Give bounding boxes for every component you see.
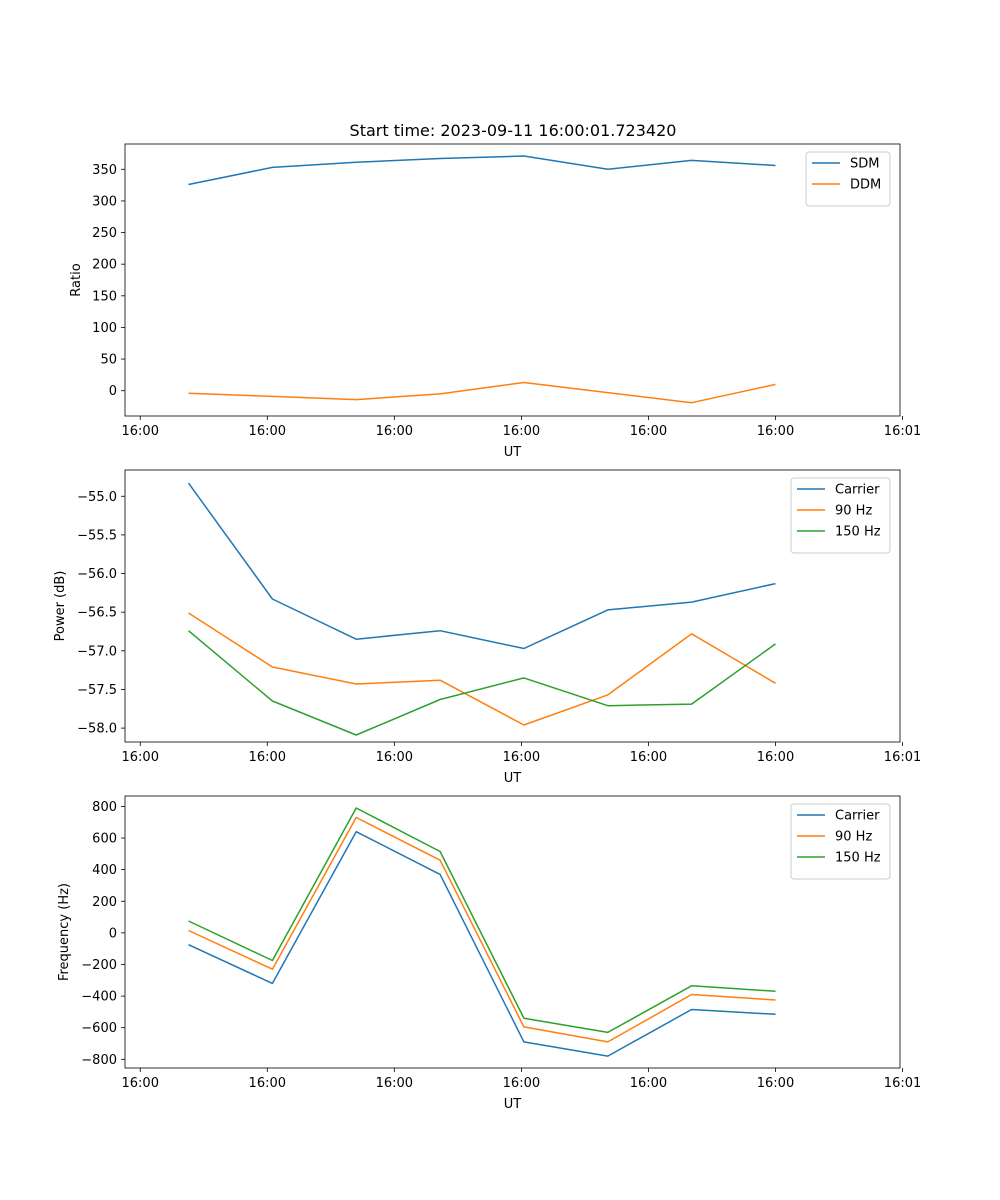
x-tick-label: 16:00 [757, 424, 794, 439]
y-tick-label: 600 [92, 832, 117, 847]
y-tick-label: −56.5 [77, 606, 117, 621]
x-axis-label: UT [504, 771, 522, 786]
x-tick-label: 16:00 [757, 1076, 794, 1091]
series-line-carrier [187, 482, 776, 650]
x-tick-label: 16:00 [376, 424, 413, 439]
x-tick-label: 16:01 [884, 1076, 921, 1091]
x-tick-label: 16:00 [249, 750, 286, 765]
y-tick-label: 800 [92, 800, 117, 815]
series-line-sdm [188, 155, 776, 186]
legend-label: 90 Hz [835, 504, 872, 519]
legend-box [790, 803, 891, 880]
y-tick-label: −600 [81, 1021, 117, 1036]
x-tick-label: 16:00 [376, 750, 413, 765]
x-tick-label: 16:00 [376, 1076, 413, 1091]
subplot-3: 16:00 16:00 16:00 16:00 16:00 16:00 16:01 UT −80… [57, 795, 921, 1112]
x-tick-label: 16:00 [757, 750, 794, 765]
y-tick-label: 0 [109, 384, 117, 399]
x-tick-label: 16:00 [503, 1076, 540, 1091]
y-axis-label: Frequency (Hz) [57, 883, 72, 981]
x-tick-label: 16:00 [122, 424, 159, 439]
y-tick-label: 200 [92, 258, 117, 273]
legend-label: 150 Hz [835, 525, 881, 540]
y-tick-label: 250 [92, 226, 117, 241]
legend-label: DDM [850, 178, 881, 193]
legend-label: SDM [850, 157, 879, 172]
series-line-ddm [188, 381, 776, 404]
x-tick-label: 16:00 [630, 424, 667, 439]
subplot-1: 16:00 16:00 16:00 16:00 16:00 16:00 16:01 UT 0 50… [69, 143, 921, 460]
legend-label: 90 Hz [835, 830, 872, 845]
x-tick-label: 16:00 [122, 750, 159, 765]
y-tick-label: −56.0 [77, 567, 117, 582]
y-tick-label: 350 [92, 163, 117, 178]
legend-label: Carrier [835, 483, 880, 498]
plot-frame [124, 795, 901, 1069]
x-axis-label: UT [504, 1097, 522, 1112]
y-axis-label: Ratio [69, 263, 84, 296]
y-tick-label: 50 [100, 353, 117, 368]
x-tick-label: 16:00 [249, 424, 286, 439]
y-tick-label: 300 [92, 194, 117, 209]
y-tick-label: 400 [92, 863, 117, 878]
y-tick-label: −55.5 [77, 528, 117, 543]
figure-title: Start time: 2023-09-11 16:00:01.723420 [350, 121, 677, 140]
legend-box [805, 151, 891, 207]
y-tick-label: −58.0 [77, 722, 117, 737]
series-line-150-hz [188, 807, 776, 1034]
y-tick-label: −57.0 [77, 644, 117, 659]
series-line-90-hz [188, 816, 776, 1043]
series-line-carrier [188, 830, 776, 1057]
plots: 16:00 16:00 16:00 16:00 16:00 16:00 16:01 UT 0 50… [53, 143, 921, 1112]
legend: Carrier 90 Hz 150 Hz [790, 803, 891, 880]
y-tick-label: −800 [81, 1053, 117, 1068]
series-line-90-hz [188, 612, 776, 726]
x-tick-label: 16:00 [630, 750, 667, 765]
x-tick-label: 16:01 [884, 750, 921, 765]
y-tick-label: −400 [81, 990, 117, 1005]
legend-label: 150 Hz [835, 851, 881, 866]
legend-box [790, 477, 891, 554]
y-tick-label: 100 [92, 321, 117, 336]
plot-frame [124, 469, 901, 743]
y-tick-label: 0 [109, 926, 117, 941]
y-tick-label: 150 [92, 289, 117, 304]
x-tick-label: 16:00 [122, 1076, 159, 1091]
y-tick-label: −57.5 [77, 683, 117, 698]
x-tick-label: 16:00 [503, 750, 540, 765]
x-tick-label: 16:00 [503, 424, 540, 439]
legend: SDM DDM [805, 151, 891, 207]
legend-label: Carrier [835, 809, 880, 824]
subplot-2: 16:00 16:00 16:00 16:00 16:00 16:00 16:01 UT −58… [53, 469, 921, 786]
legend: Carrier 90 Hz 150 Hz [790, 477, 891, 554]
series-line-150-hz [188, 630, 776, 736]
plot-frame [124, 143, 901, 417]
x-tick-label: 16:00 [249, 1076, 286, 1091]
y-axis-label: Power (dB) [53, 571, 68, 642]
y-tick-label: −200 [81, 958, 117, 973]
x-tick-label: 16:01 [884, 424, 921, 439]
x-tick-label: 16:00 [630, 1076, 667, 1091]
x-axis-label: UT [504, 445, 522, 460]
y-tick-label: −55.0 [77, 490, 117, 505]
y-tick-label: 200 [92, 895, 117, 910]
